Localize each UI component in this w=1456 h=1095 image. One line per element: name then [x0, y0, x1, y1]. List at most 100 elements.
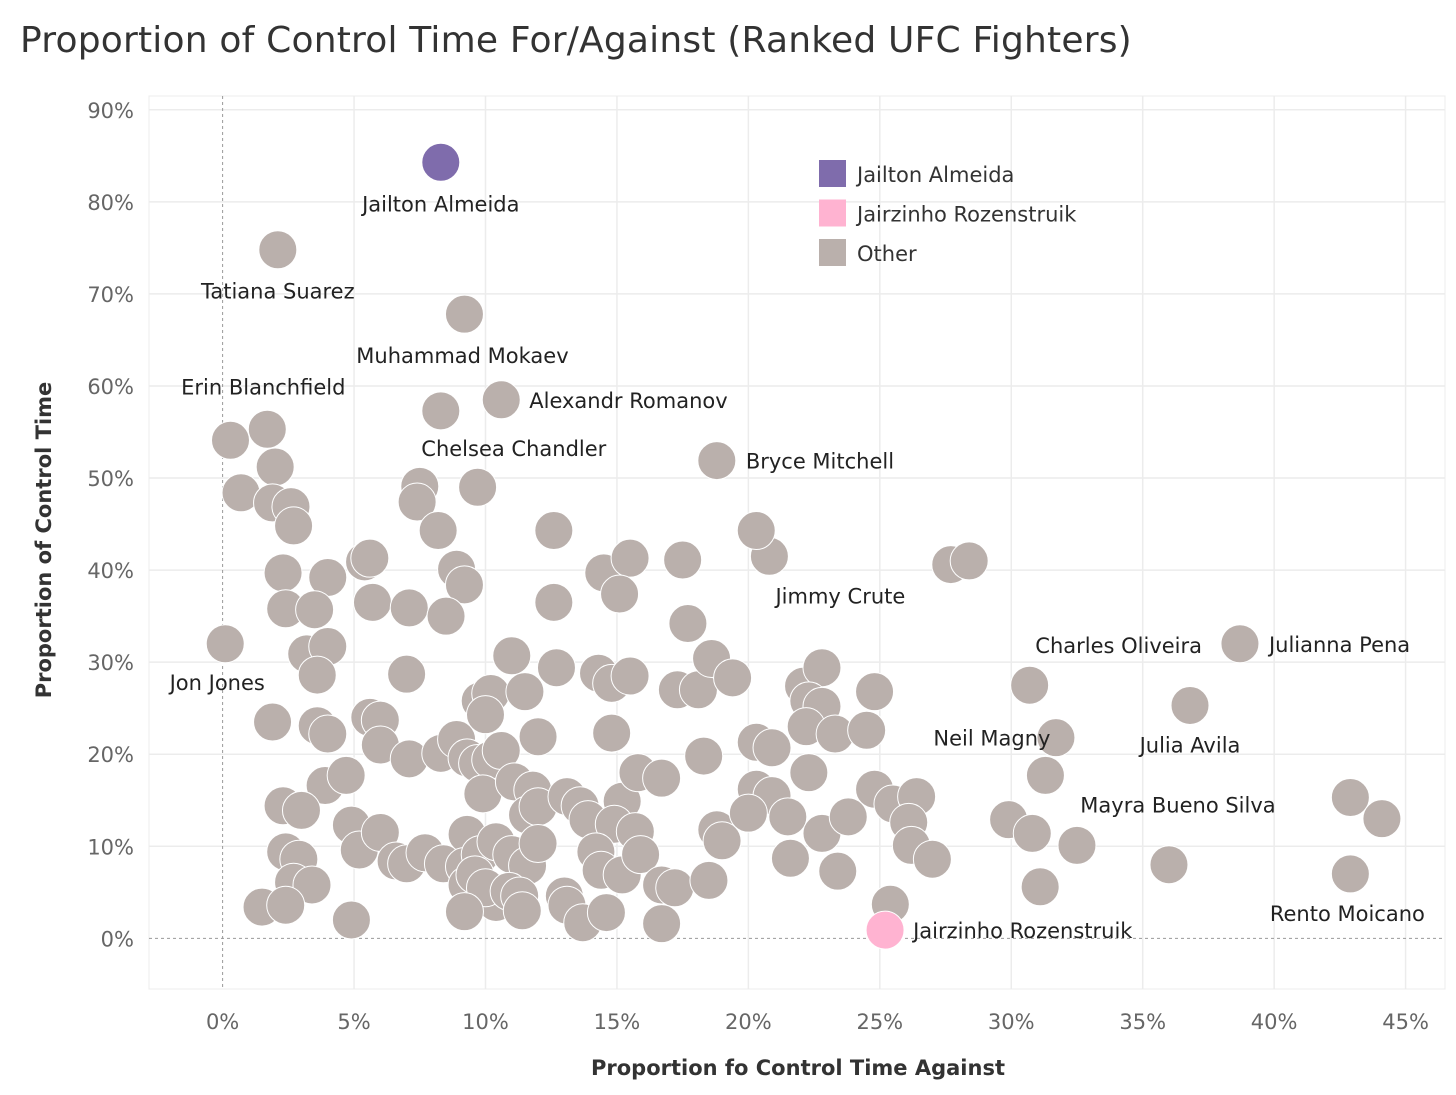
y-tick-label: 90%	[87, 99, 134, 123]
data-point	[621, 835, 661, 875]
data-point	[281, 790, 321, 830]
data-point	[855, 672, 895, 712]
point-label: Charles Oliveira	[1035, 634, 1202, 658]
data-point	[610, 538, 650, 578]
point-label: Neil Magny	[933, 727, 1050, 751]
data-point	[770, 838, 810, 878]
data-point	[397, 482, 437, 522]
data-point	[642, 758, 682, 798]
x-tick-label: 15%	[594, 1010, 641, 1034]
x-tick-label: 5%	[337, 1010, 370, 1034]
data-point	[642, 904, 682, 944]
data-point	[518, 824, 558, 864]
data-point	[389, 588, 429, 628]
data-point	[663, 540, 703, 580]
data-point	[297, 655, 337, 695]
data-point	[1025, 755, 1065, 795]
chart-title: Proportion of Control Time For/Against (…	[20, 20, 1132, 61]
data-point	[768, 797, 808, 837]
x-tick-label: 30%	[988, 1010, 1035, 1034]
y-tick-label: 50%	[87, 467, 134, 491]
point-label: Julia Avila	[1138, 733, 1241, 757]
data-points	[205, 142, 1402, 950]
data-point	[444, 892, 484, 932]
data-point	[502, 891, 542, 931]
y-tick-label: 30%	[87, 651, 134, 675]
y-axis-ticks: 0% 10% 20% 30% 40% 50% 60% 70% 80% 90%	[87, 99, 134, 952]
data-point	[266, 885, 306, 925]
y-tick-label: 0%	[101, 927, 134, 951]
data-point	[387, 654, 427, 694]
y-tick-label: 40%	[87, 559, 134, 583]
x-tick-label: 35%	[1119, 1010, 1166, 1034]
data-point-charles-oliveira	[1010, 665, 1050, 705]
zero-reference-lines	[149, 96, 1445, 989]
data-point	[684, 736, 724, 776]
point-label: Chelsea Chandler	[421, 437, 606, 461]
data-point	[1330, 778, 1370, 818]
data-point	[818, 851, 858, 891]
data-point	[263, 553, 303, 593]
y-tick-label: 70%	[87, 283, 134, 307]
data-point	[255, 447, 295, 487]
data-point	[702, 821, 742, 861]
data-point	[426, 596, 466, 636]
data-point	[1012, 813, 1052, 853]
data-point	[949, 541, 989, 581]
legend-swatch	[819, 239, 846, 266]
y-tick-label: 10%	[87, 835, 134, 859]
data-point	[326, 755, 366, 795]
y-tick-label: 20%	[87, 743, 134, 767]
data-point	[505, 672, 545, 712]
legend-swatch	[819, 160, 846, 187]
data-point-rento-moicano	[1330, 854, 1370, 894]
point-label: Rento Moicano	[1270, 902, 1425, 926]
data-point-muhammad-mokaev	[444, 294, 484, 334]
data-point	[465, 695, 505, 735]
data-point	[444, 565, 484, 605]
data-point-chelsea-chandler	[421, 391, 461, 431]
data-point	[253, 702, 293, 742]
point-label: Jairzinho Rozenstruik	[911, 919, 1133, 943]
data-point	[802, 648, 842, 688]
point-label: Mayra Bueno Silva	[1080, 793, 1275, 817]
data-point	[418, 511, 458, 551]
legend-label: Jailton Almeida	[855, 163, 1014, 187]
data-point	[534, 511, 574, 551]
data-point-bryce-mitchell	[697, 441, 737, 481]
data-point-alexandr-romanov	[481, 380, 521, 420]
data-point-julia-avila	[1170, 685, 1210, 725]
data-point	[1362, 799, 1402, 839]
x-tick-label: 20%	[725, 1010, 772, 1034]
data-point	[600, 574, 640, 614]
point-label: Erin Blanchfield	[181, 375, 345, 399]
data-point-erin-blanchfield	[247, 409, 287, 449]
legend-label: Other	[857, 242, 917, 266]
data-point	[689, 860, 729, 900]
plot-frame	[148, 95, 1446, 990]
data-point	[668, 604, 708, 644]
x-axis-title: Proportion fo Control Time Against	[591, 1056, 1005, 1080]
point-label: Tatiana Suarez	[200, 280, 355, 304]
x-tick-label: 40%	[1251, 1010, 1298, 1034]
x-tick-label: 45%	[1382, 1010, 1429, 1034]
data-point	[492, 636, 532, 676]
data-point	[610, 656, 650, 696]
data-point	[655, 868, 695, 908]
x-tick-label: 25%	[856, 1010, 903, 1034]
data-point	[752, 728, 792, 768]
point-label: Jon Jones	[168, 671, 265, 695]
data-point-tatiana-suarez	[258, 230, 298, 270]
point-labels: Tatiana Suarez Muhammad Mokaev Alexandr Ro…	[168, 192, 1425, 943]
data-point-jairzinho-rozenstruik	[865, 910, 905, 950]
data-point	[292, 865, 332, 905]
point-label: Muhammad Mokaev	[356, 344, 568, 368]
data-point	[736, 511, 776, 551]
data-point	[274, 506, 314, 546]
point-label: Bryce Mitchell	[746, 450, 894, 474]
legend-label: Jairzinho Rozenstruik	[855, 203, 1077, 227]
x-tick-label: 10%	[462, 1010, 509, 1034]
data-point-jailton-almeida	[421, 142, 461, 182]
data-point	[458, 467, 498, 507]
data-point	[518, 717, 558, 757]
